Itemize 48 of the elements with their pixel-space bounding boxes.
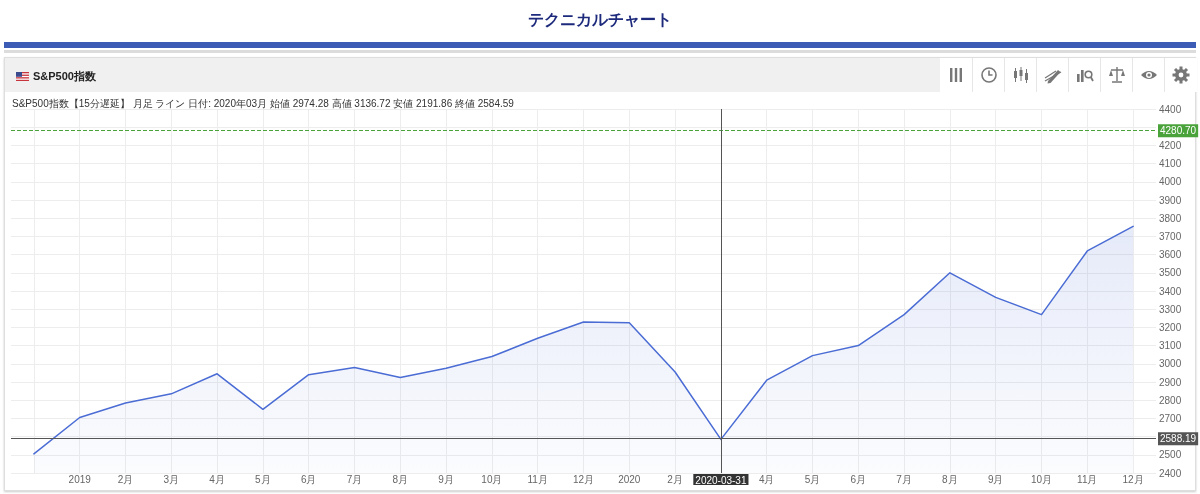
x-tick-label: 2月 (117, 473, 134, 485)
y-tick-label: 3000 (1159, 358, 1182, 370)
x-tick-label: 4月 (209, 473, 225, 485)
x-tick-label: 12月 (572, 473, 595, 485)
ref-line-label: 4280.70 (1160, 125, 1197, 137)
chart-subtitle: S&P500指数【15分遅延】 月足 ライン 日付: 2020年03月 始値 2974.28 高値 3136.72 安値 2191.86 終値 2584.59 (12, 97, 514, 111)
x-tick-label: 2019 (68, 473, 92, 485)
x-tick-label: 2020 (618, 473, 641, 485)
y-tick-label: 2700 (1159, 412, 1182, 424)
x-tick-label: 9月 (987, 473, 1004, 485)
y-tick-label: 2800 (1159, 394, 1182, 406)
x-tick-label: 7月 (346, 473, 363, 485)
y-tick-label: 3100 (1159, 340, 1182, 352)
y-tick-label: 3800 (1159, 212, 1182, 224)
x-tick-label: 12月 (1122, 473, 1144, 485)
x-tick-label: 9月 (438, 473, 454, 485)
x-tick-label: 3月 (163, 473, 180, 485)
y-tick-label: 2900 (1159, 376, 1182, 388)
x-tick-label: 6月 (300, 473, 317, 485)
ref-line-label: 2588.19 (1160, 433, 1197, 445)
x-tick-label: 10月 (1030, 473, 1053, 485)
x-tick-label: 5月 (255, 473, 271, 485)
y-tick-label: 2400 (1159, 467, 1182, 479)
y-tick-label: 3600 (1159, 249, 1182, 261)
y-tick-label: 3300 (1159, 303, 1182, 315)
x-tick-label: 11月 (1077, 473, 1098, 485)
y-tick-label: 4200 (1159, 139, 1182, 151)
y-tick-label: 3400 (1159, 285, 1182, 297)
x-tick-label: 5月 (804, 473, 821, 485)
chart-title: テクニカルチャート (527, 10, 673, 30)
x-tick-label: 8月 (392, 473, 409, 485)
y-tick-label: 4000 (1159, 176, 1182, 188)
x-tick-label: 2020-03-31 (695, 474, 747, 486)
x-tick-label: 8月 (942, 473, 958, 485)
x-tick-label: 6月 (850, 473, 867, 485)
y-tick-label: 3700 (1159, 230, 1182, 242)
x-tick-label: 10月 (481, 473, 503, 485)
x-tick-label: 2月 (667, 473, 683, 485)
y-tick-label: 3500 (1159, 267, 1182, 279)
text: S&P500指数 (33, 69, 96, 84)
x-tick-label: 7月 (896, 473, 912, 485)
x-tick-label: 11月 (527, 473, 548, 485)
x-tick-label: 4月 (758, 473, 775, 485)
y-tick-label: 4100 (1159, 158, 1182, 170)
y-tick-label: 2500 (1159, 449, 1182, 461)
y-tick-label: 4400 (1159, 103, 1182, 115)
y-tick-label: 3900 (1159, 194, 1182, 206)
y-tick-label: 3200 (1159, 321, 1182, 333)
